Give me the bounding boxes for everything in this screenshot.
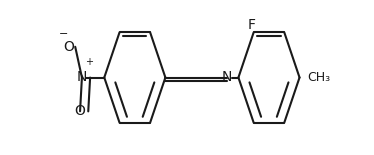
Text: O: O xyxy=(63,40,74,54)
Text: O: O xyxy=(75,104,86,118)
Text: N: N xyxy=(222,71,232,84)
Text: CH₃: CH₃ xyxy=(308,71,331,84)
Text: +: + xyxy=(85,57,93,67)
Text: −: − xyxy=(59,29,68,40)
Text: N: N xyxy=(77,71,87,84)
Text: F: F xyxy=(248,18,256,32)
